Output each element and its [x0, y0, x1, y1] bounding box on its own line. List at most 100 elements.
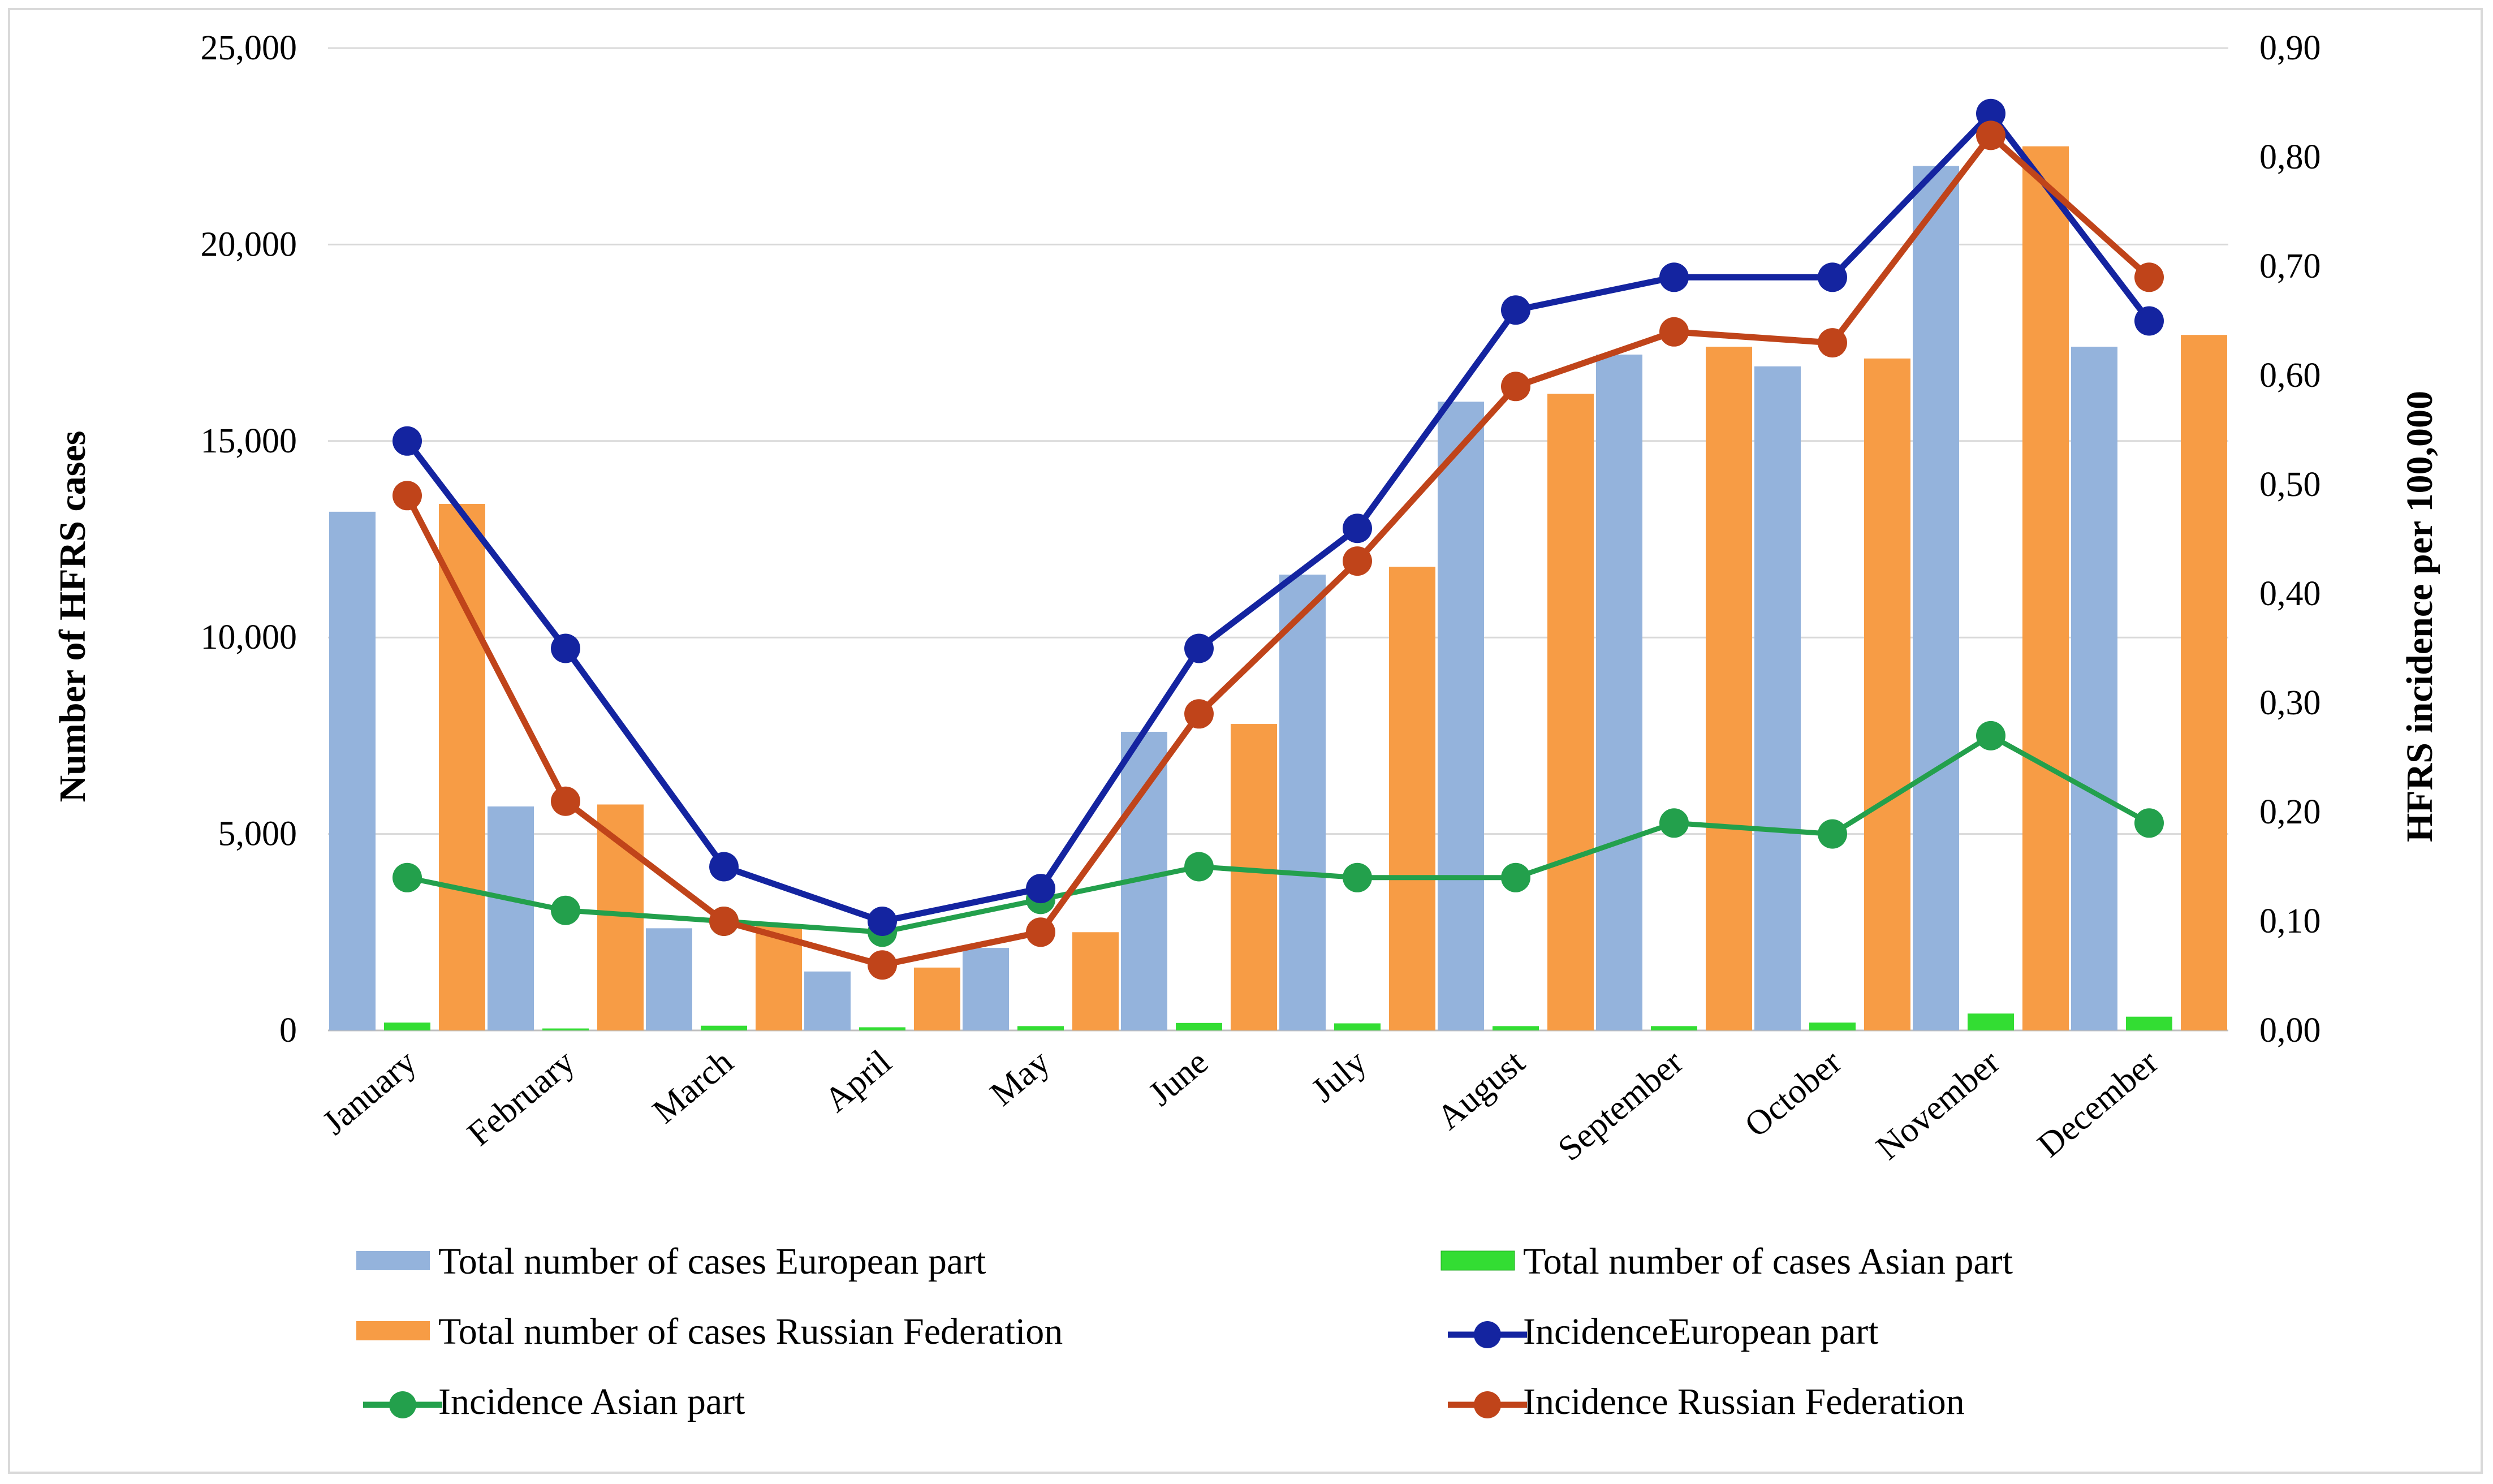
point-incidence-russian-federation [1501, 372, 1530, 402]
bar-total-number-of-cases-asian-part [542, 1028, 589, 1030]
legend-swatch-asian-cases [1440, 1250, 1515, 1271]
bar-total-number-of-cases-asian-part [1809, 1023, 1856, 1030]
left-tick-label: 10,000 [201, 618, 297, 657]
bar-total-number-of-cases-asian-part [1334, 1023, 1381, 1030]
legend-label-incidence-asian: Incidence Asian part [438, 1381, 745, 1422]
x-tick-label: May [983, 1043, 1057, 1114]
point-incidence-russian-federation [1026, 917, 1055, 947]
point-incidenceeuropean-part [1976, 98, 2005, 128]
right-tick-label: 0,90 [2259, 29, 2321, 67]
point-incidenceeuropean-part [1026, 874, 1055, 904]
bar-total-number-of-cases-asian-part [384, 1023, 430, 1030]
point-incidence-russian-federation [868, 950, 897, 980]
point-incidence-russian-federation [1184, 699, 1214, 729]
right-tick-label: 0,50 [2259, 465, 2321, 504]
line-incidence-asian-part [407, 733, 2151, 935]
bar-total-number-of-cases-european-part [329, 511, 376, 1030]
legend-swatch-european-cases [356, 1251, 430, 1270]
point-incidence-russian-federation [551, 786, 580, 816]
bar-total-number-of-cases-european-part [1754, 366, 1801, 1030]
point-incidenceeuropean-part [1659, 262, 1689, 292]
right-tick-label: 0,80 [2259, 138, 2321, 176]
lines [393, 98, 2164, 980]
x-tick-label: January [316, 1043, 424, 1142]
point-incidence-russian-federation [1818, 328, 1847, 358]
x-axis-ticks: January February March April May June July Augu… [316, 1042, 2166, 1168]
bar-total-number-of-cases-russian-federation [2022, 146, 2069, 1031]
x-tick-label: March [645, 1043, 740, 1131]
left-tick-label: 15,000 [201, 422, 297, 460]
point-incidence-asian-part [551, 895, 580, 925]
bar-total-number-of-cases-european-part [488, 806, 534, 1030]
right-tick-label: 0,00 [2259, 1011, 2321, 1050]
legend-marker-incidence-european [1448, 1321, 1527, 1348]
bar-total-number-of-cases-asian-part [1651, 1026, 1697, 1030]
x-tick-label: June [1141, 1043, 1215, 1114]
point-incidenceeuropean-part [1184, 633, 1214, 663]
bar-total-number-of-cases-european-part [1913, 166, 1959, 1031]
bar-total-number-of-cases-russian-federation [1389, 567, 1435, 1030]
legend-label-incidence-european: IncidenceEuropean part [1523, 1311, 1878, 1352]
point-incidence-asian-part [1343, 862, 1372, 892]
left-tick-label: 5,000 [218, 815, 297, 853]
x-tick-label: July [1304, 1043, 1374, 1110]
point-incidence-asian-part [1501, 862, 1530, 892]
right-tick-label: 0,10 [2259, 902, 2321, 941]
bar-total-number-of-cases-asian-part [1968, 1013, 2014, 1030]
right-tick-label: 0,30 [2259, 684, 2321, 722]
point-incidence-russian-federation [1659, 317, 1689, 347]
right-tick-label: 0,70 [2259, 247, 2321, 286]
point-incidence-russian-federation [2134, 262, 2164, 292]
bar-total-number-of-cases-asian-part [1176, 1023, 1222, 1030]
right-tick-label: 0,20 [2259, 793, 2321, 831]
bar-total-number-of-cases-european-part [1596, 354, 1642, 1030]
point-incidenceeuropean-part [551, 633, 580, 663]
legend-label-russian-cases: Total number of cases Russian Federation [438, 1311, 1063, 1352]
legend-dot [389, 1391, 416, 1418]
legend-label-incidence-russian: Incidence Russian Federation [1523, 1381, 1965, 1422]
bar-total-number-of-cases-russian-federation [914, 967, 960, 1030]
bars [329, 146, 2227, 1031]
legend-label-asian-cases: Total number of cases Asian part [1523, 1241, 2013, 1282]
point-incidenceeuropean-part [1818, 262, 1847, 292]
x-tick-label: August [1430, 1043, 1532, 1137]
bar-total-number-of-cases-russian-federation [1864, 358, 1910, 1030]
right-axis-ticks: 0,00 0,10 0,20 0,30 0,40 0,50 0,60 0,70 0,80 0,90 [2259, 29, 2321, 1050]
x-tick-label: April [817, 1043, 899, 1120]
point-incidenceeuropean-part [1501, 295, 1530, 325]
bar-total-number-of-cases-european-part [963, 948, 1009, 1030]
bar-total-number-of-cases-russian-federation [1231, 724, 1277, 1030]
line-incidenceeuropean-part [404, 110, 2152, 925]
x-tick-label: September [1551, 1042, 1690, 1168]
legend: Total number of cases European part Tota… [356, 1241, 2013, 1422]
gridlines [328, 47, 2228, 1032]
point-incidenceeuropean-part [2134, 306, 2164, 336]
legend-marker-incidence-asian [363, 1391, 442, 1418]
point-incidence-asian-part [393, 862, 422, 892]
bar-total-number-of-cases-asian-part [2126, 1016, 2172, 1030]
point-incidence-asian-part [1818, 819, 1847, 849]
right-tick-label: 0,60 [2259, 356, 2321, 395]
y-right-axis-title: HFRS incidence per 100,000 [2399, 391, 2440, 842]
legend-swatch-russian-cases [356, 1321, 430, 1340]
point-incidence-asian-part [1976, 721, 2005, 750]
bar-total-number-of-cases-european-part [1438, 402, 1484, 1030]
bar-total-number-of-cases-russian-federation [1706, 347, 1752, 1030]
point-incidence-russian-federation [1343, 546, 1372, 576]
bar-total-number-of-cases-asian-part [1017, 1026, 1064, 1030]
point-incidenceeuropean-part [709, 852, 739, 882]
right-tick-label: 0,40 [2259, 575, 2321, 613]
x-tick-label: November [1869, 1042, 2007, 1167]
bar-total-number-of-cases-russian-federation [2181, 335, 2227, 1030]
point-incidenceeuropean-part [1343, 514, 1372, 543]
y-left-axis-title: Number of HFRS cases [52, 431, 93, 803]
bar-total-number-of-cases-russian-federation [439, 503, 485, 1030]
bar-total-number-of-cases-european-part [2071, 347, 2117, 1030]
point-incidence-russian-federation [709, 907, 739, 936]
legend-dot [1474, 1321, 1501, 1348]
left-tick-label: 0 [279, 1011, 297, 1050]
legend-label-european-cases: Total number of cases European part [438, 1241, 986, 1282]
bar-total-number-of-cases-asian-part [1493, 1026, 1539, 1030]
bar-total-number-of-cases-european-part [804, 971, 851, 1030]
